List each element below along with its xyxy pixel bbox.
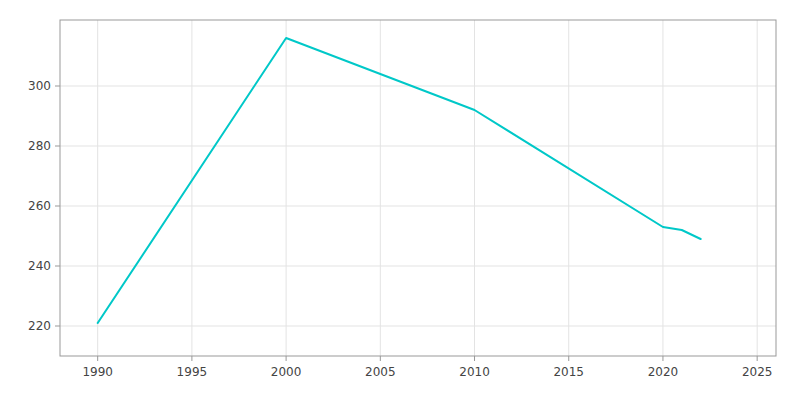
x-tick <box>757 356 758 361</box>
grid <box>60 20 776 356</box>
x-tick <box>191 356 192 361</box>
x-tick-label: 2000 <box>271 365 302 379</box>
line <box>98 38 701 323</box>
x-tick <box>474 356 475 361</box>
y-grid-line <box>60 206 776 207</box>
y-grid-line <box>60 146 776 147</box>
x-grid-line <box>662 20 663 356</box>
y-grid-line <box>60 266 776 267</box>
x-tick <box>568 356 569 361</box>
y-tick-label: 240 <box>28 259 51 273</box>
y-tick-label: 300 <box>28 79 51 93</box>
x-tick <box>380 356 381 361</box>
x-grid-line <box>286 20 287 356</box>
x-grid-line <box>191 20 192 356</box>
x-grid-line <box>568 20 569 356</box>
y-tick-label: 260 <box>28 199 51 213</box>
x-grid-line <box>474 20 475 356</box>
y-tick <box>55 86 60 87</box>
x-tick-label: 2005 <box>365 365 396 379</box>
x-grid-line <box>757 20 758 356</box>
y-tick <box>55 206 60 207</box>
x-tick-label: 2020 <box>648 365 679 379</box>
y-grid-line <box>60 86 776 87</box>
x-tick <box>286 356 287 361</box>
plot-background <box>60 20 776 356</box>
plot-frame <box>60 20 776 356</box>
axes: 1990 1995 2000 2005 2010 2015 2020 2025 220 240 26… <box>28 79 772 379</box>
x-grid-line <box>97 20 98 356</box>
x-tick-label: 1990 <box>82 365 113 379</box>
y-tick-label: 280 <box>28 139 51 153</box>
x-tick-label: 2015 <box>553 365 584 379</box>
x-tick-label: 2010 <box>459 365 490 379</box>
x-tick-label: 2025 <box>742 365 773 379</box>
x-grid-line <box>380 20 381 356</box>
y-tick <box>55 146 60 147</box>
data-group <box>98 38 701 323</box>
x-tick-label: 1995 <box>177 365 208 379</box>
y-tick-label: 220 <box>28 319 51 333</box>
y-tick <box>55 266 60 267</box>
y-grid-line <box>60 326 776 327</box>
chart: 1990 1995 2000 2005 2010 2015 2020 2025 220 240 26… <box>0 0 800 400</box>
y-tick <box>55 326 60 327</box>
x-tick <box>97 356 98 361</box>
x-tick <box>662 356 663 361</box>
page: {"chart_data": {"type": "line", "x": [19… <box>0 0 800 400</box>
